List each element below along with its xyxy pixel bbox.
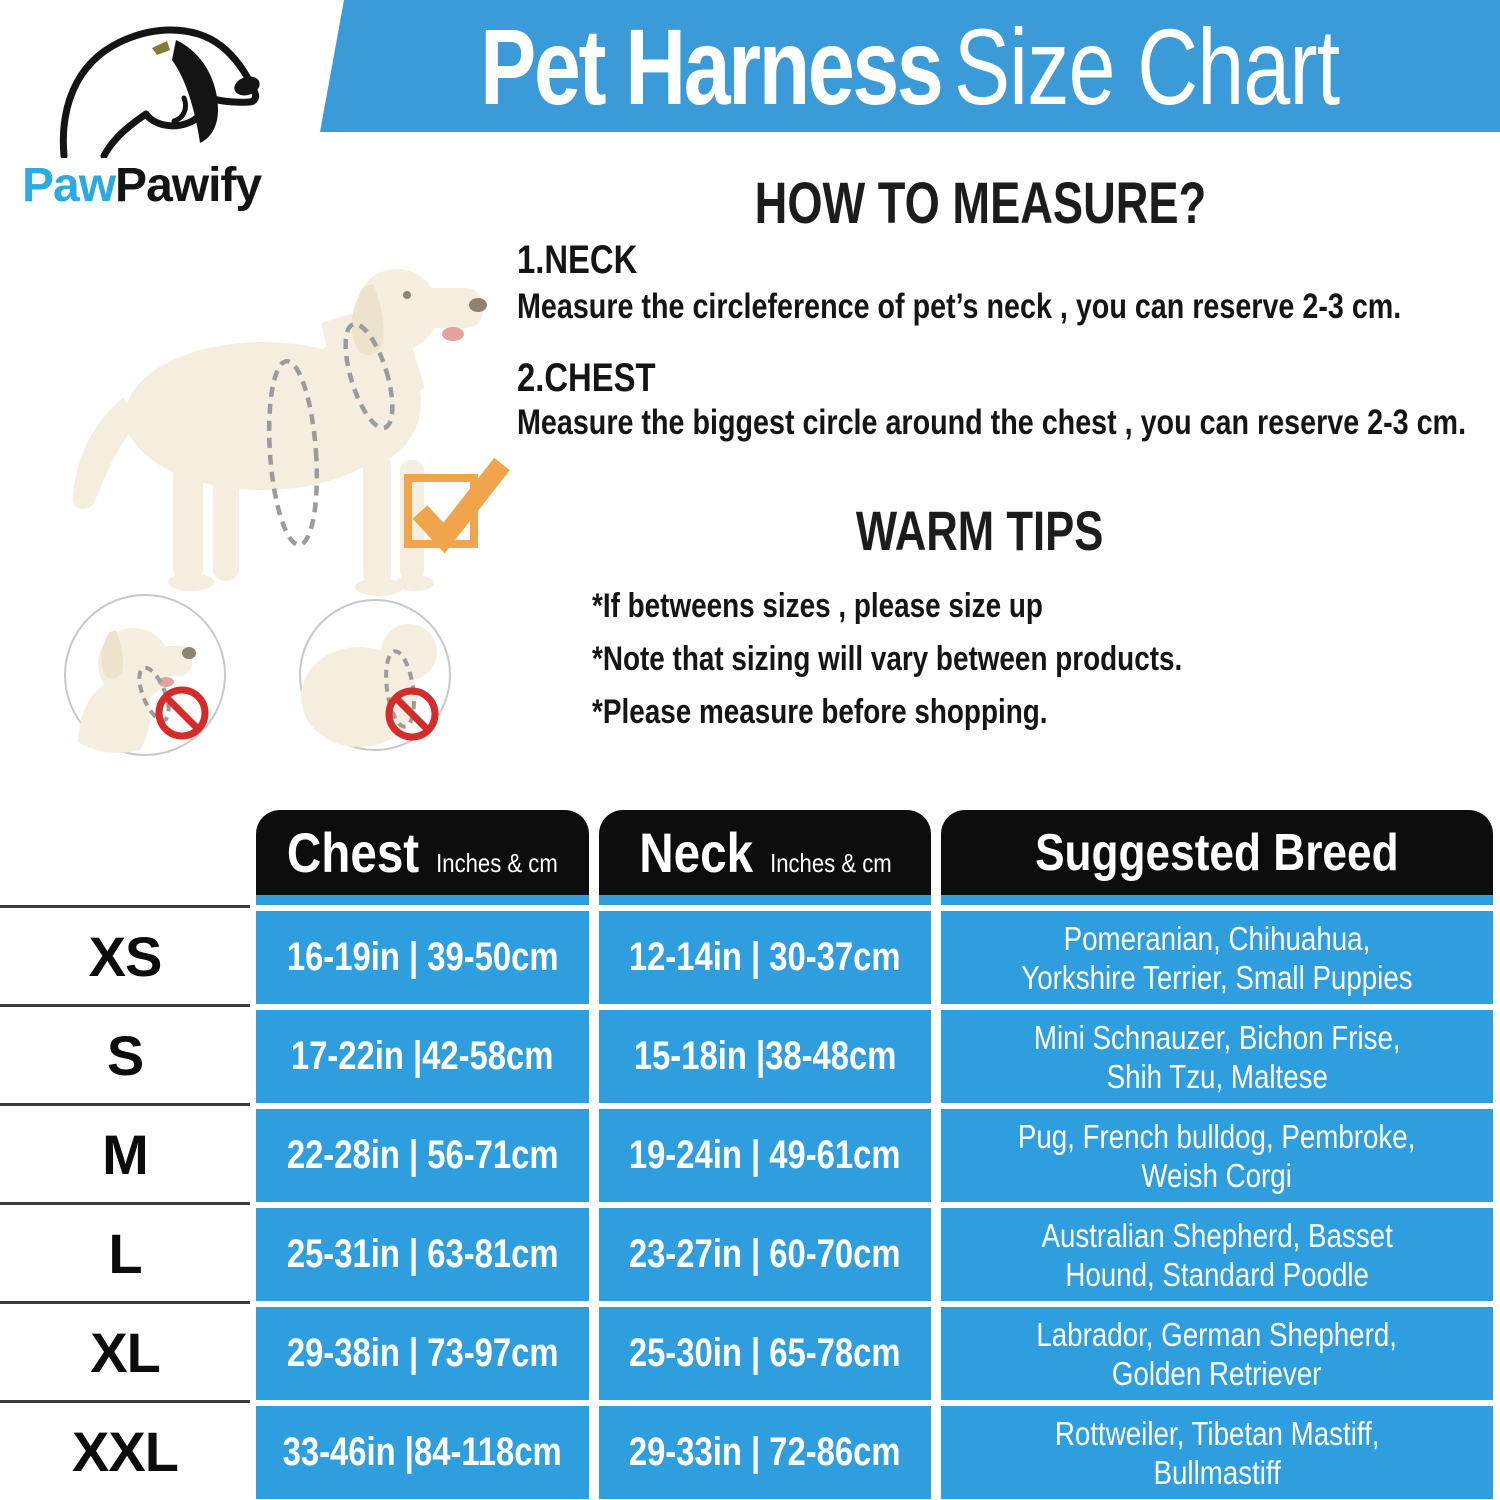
chest-header-subtitle: Inches & cm (436, 848, 558, 878)
neck-cell-s: 15-18in |38-48cm (599, 1010, 931, 1103)
brand-word-pawify: Pawify (115, 159, 262, 212)
chest-column-header: Chest Inches & cm (256, 810, 589, 895)
correct-way-mark (402, 448, 510, 561)
warm-tips-heading: WARM TIPS (856, 499, 1104, 562)
step-chest-text: Measure the biggest circle around the ch… (517, 403, 1467, 442)
breed-cell-xxl: Rottweiler, Tibetan Mastiff, Bullmastiff (941, 1406, 1493, 1499)
breed-cell-s: Mini Schnauzer, Bichon Frise, Shih Tzu, … (941, 1010, 1493, 1103)
step-chest-label: 2.CHEST (517, 356, 656, 400)
size-label-l: L (0, 1202, 250, 1301)
chest-header-title: Chest (287, 821, 420, 884)
check-icon (404, 457, 510, 554)
chest-cell-xxl: 33-46in |84-118cm (256, 1406, 589, 1499)
wrong-example-chest (297, 597, 454, 759)
wrong-example-neck (62, 592, 229, 764)
chest-column: Chest Inches & cm 16-19in | 39-50cm 17-22… (256, 810, 589, 1499)
neck-cell-xl: 25-30in | 65-78cm (599, 1307, 931, 1400)
breed-cell-l: Australian Shepherd, Basset Hound, Stand… (941, 1208, 1493, 1301)
breed-column: Suggested Breed Pomeranian, Chihuahua, Y… (941, 810, 1493, 1499)
size-label-xs: XS (0, 905, 250, 1004)
title-banner: Pet Harness Size Chart (320, 0, 1500, 132)
step-neck-text: Measure the circleference of pet’s neck … (517, 287, 1402, 326)
size-label-xxl: XXL (0, 1400, 250, 1499)
warm-tips-list: *If betweens sizes , please size up *Not… (592, 580, 1312, 739)
dog-measure-illustration (45, 248, 515, 608)
size-label-header-spacer (0, 810, 250, 905)
breed-header-title: Suggested Breed (1035, 823, 1399, 882)
how-to-measure-heading: HOW TO MEASURE? (754, 171, 1206, 236)
step-neck-label: 1.NECK (517, 238, 638, 282)
size-label-s: S (0, 1004, 250, 1103)
standing-dog-image (72, 269, 487, 596)
brand-logo (34, 6, 286, 163)
size-label-xl: XL (0, 1301, 250, 1400)
neck-header-title: Neck (638, 821, 753, 884)
size-label-column: XS S M L XL XXL (0, 810, 250, 1499)
dog-head-logo-icon (59, 26, 260, 160)
warm-tip-3: *Please measure before shopping. (592, 693, 1048, 731)
breed-cell-xl: Labrador, German Shepherd, Golden Retrie… (941, 1307, 1493, 1400)
neck-cell-l: 23-27in | 60-70cm (599, 1208, 931, 1301)
neck-cell-xs: 12-14in | 30-37cm (599, 911, 931, 1004)
neck-header-strip (599, 895, 931, 905)
neck-cell-xxl: 29-33in | 72-86cm (599, 1406, 931, 1499)
breed-header-strip (941, 895, 1493, 905)
neck-cell-m: 19-24in | 49-61cm (599, 1109, 931, 1202)
neck-column-header: Neck Inches & cm (599, 810, 931, 895)
chest-tape-measure (266, 358, 320, 548)
page-title-bold: Pet Harness (480, 5, 944, 127)
page-title: Pet Harness Size Chart (480, 4, 1340, 129)
chest-header-strip (256, 895, 589, 905)
brand-wordmark: PawPawify (22, 158, 262, 213)
chest-cell-xs: 16-19in | 39-50cm (256, 911, 589, 1004)
chest-cell-l: 25-31in | 63-81cm (256, 1208, 589, 1301)
breed-cell-m: Pug, French bulldog, Pembroke, Weish Cor… (941, 1109, 1493, 1202)
neck-column: Neck Inches & cm 12-14in | 30-37cm 15-18i… (599, 810, 931, 1499)
brand-word-paw: Paw (22, 159, 116, 212)
no-symbol-icon (155, 686, 209, 740)
breed-cell-xs: Pomeranian, Chihuahua, Yorkshire Terrier… (941, 911, 1493, 1004)
warm-tip-1: *If betweens sizes , please size up (592, 587, 1043, 625)
breed-column-header: Suggested Breed (941, 810, 1493, 895)
warm-tip-2: *Note that sizing will vary between prod… (592, 640, 1183, 678)
chest-cell-m: 22-28in | 56-71cm (256, 1109, 589, 1202)
neck-tape-measure (343, 321, 395, 431)
neck-header-subtitle: Inches & cm (769, 848, 892, 878)
no-symbol-icon (385, 687, 439, 741)
size-label-m: M (0, 1103, 250, 1202)
chest-cell-xl: 29-38in | 73-97cm (256, 1307, 589, 1400)
page-title-light: Size Chart (954, 5, 1340, 127)
chest-cell-s: 17-22in |42-58cm (256, 1010, 589, 1103)
